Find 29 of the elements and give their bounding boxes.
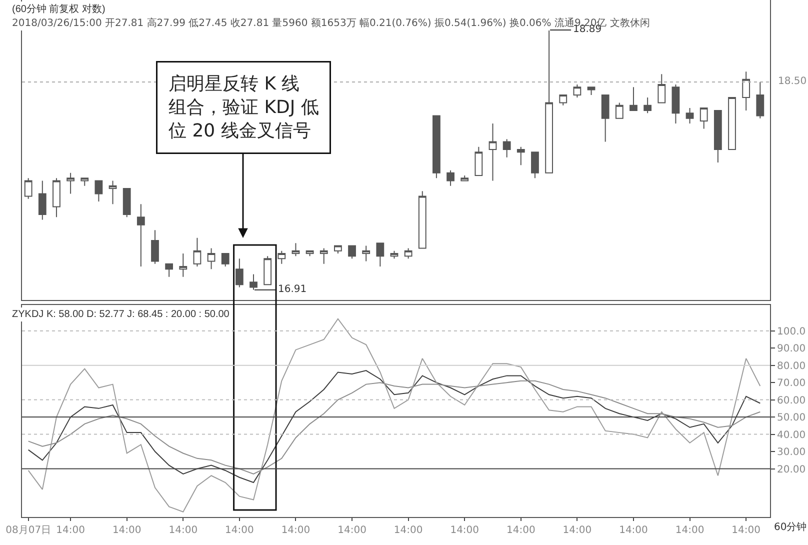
x-tick-label: 14:00	[112, 525, 142, 536]
text: 18.50	[778, 76, 807, 87]
y-tick-label: 80.00	[777, 360, 806, 372]
y-tick-label: 20.00	[777, 464, 806, 476]
x-tick-label: 14:00	[506, 525, 536, 536]
x-tick-label: 14:00	[619, 525, 648, 536]
x-tick-label: 14:00	[56, 525, 85, 536]
x-tick-label: 14:00	[450, 525, 480, 536]
chart-title: ZYKDJ K: 58.00 D: 52.77 J: 68.45 : 20.00 : 50.00	[12, 309, 230, 320]
y-tick-label: 30.00	[777, 447, 806, 458]
text: 60分钟	[774, 521, 807, 533]
x-tick-label: 14:00	[675, 525, 704, 536]
annotation: 16.91	[278, 284, 307, 295]
y-tick-label: 60.00	[777, 395, 806, 406]
y-tick-label: 50.00	[777, 412, 806, 424]
y-tick-label: 40.00	[777, 430, 806, 441]
x-tick-label: 14:00	[338, 525, 366, 536]
y-tick-label: 100.0	[777, 326, 806, 338]
chart-title: (60分钟 前复权 对数)	[12, 3, 106, 15]
x-tick-label: 14:00	[394, 525, 423, 536]
x-tick-label: 08月07日	[6, 525, 52, 536]
x-tick-label: 14:00	[732, 525, 760, 536]
x-tick-label: 14:00	[168, 525, 198, 536]
y-tick-label: 90.00	[777, 344, 806, 355]
annotation: 启明星反转 K 线组合，验证 KDJ 低位 20 线金叉信号	[168, 74, 319, 142]
x-tick-label: 14:00	[225, 525, 254, 536]
y-tick-label: 70.00	[777, 378, 806, 390]
x-tick-label: 14:00	[562, 525, 592, 536]
x-tick-label: 14:00	[281, 525, 310, 536]
